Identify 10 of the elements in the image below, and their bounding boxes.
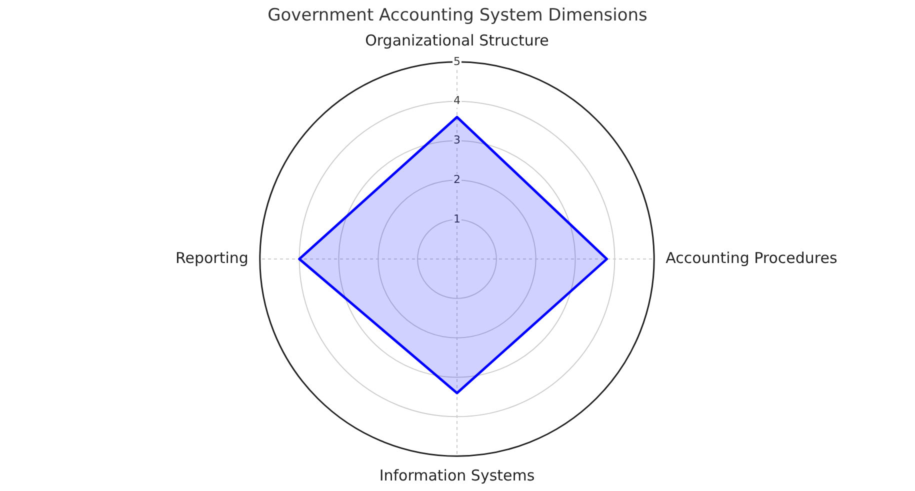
spoke-label: Organizational Structure	[365, 31, 549, 50]
y-tick-label: 3	[454, 134, 460, 147]
y-tick-label: 4	[454, 94, 460, 108]
y-tick-label: 1	[454, 212, 460, 226]
spoke-label: Accounting Procedures	[666, 248, 838, 267]
spoke-label: Information Systems	[379, 466, 535, 484]
y-tick-label: 5	[454, 54, 460, 68]
spoke-label: Reporting	[175, 248, 248, 267]
y-tick-label: 2	[454, 173, 460, 186]
chart-title: Government Accounting System Dimensions	[268, 6, 648, 26]
